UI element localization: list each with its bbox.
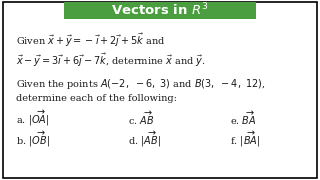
Text: Given the points $A(-2,\ -6,\ 3)$ and $B(3,\ -4,\ 12)$,: Given the points $A(-2,\ -6,\ 3)$ and $B… [16, 77, 266, 91]
Text: d. $|\overrightarrow{AB}|$: d. $|\overrightarrow{AB}|$ [128, 130, 161, 149]
Text: determine each of the following:: determine each of the following: [16, 94, 177, 103]
Text: Given $\vec{x} + \vec{y} = -\vec{\imath} + 2\vec{\jmath} + 5\vec{k}$ and: Given $\vec{x} + \vec{y} = -\vec{\imath}… [16, 32, 165, 49]
Text: Vectors in $\mathit{R}^3$: Vectors in $\mathit{R}^3$ [111, 2, 209, 19]
Text: a. $|\overrightarrow{OA}|$: a. $|\overrightarrow{OA}|$ [16, 108, 50, 128]
Text: b. $|\overrightarrow{OB}|$: b. $|\overrightarrow{OB}|$ [16, 130, 50, 149]
Text: $\vec{x} - \vec{y} = 3\vec{\imath} + 6\vec{\jmath} - 7\vec{k}$, determine $\vec{: $\vec{x} - \vec{y} = 3\vec{\imath} + 6\v… [16, 52, 206, 69]
Bar [64, 2, 256, 19]
Text: c. $\overrightarrow{AB}$: c. $\overrightarrow{AB}$ [128, 109, 155, 127]
Text: f. $|\overrightarrow{BA}|$: f. $|\overrightarrow{BA}|$ [230, 130, 261, 149]
Text: e. $\overrightarrow{BA}$: e. $\overrightarrow{BA}$ [230, 109, 257, 127]
